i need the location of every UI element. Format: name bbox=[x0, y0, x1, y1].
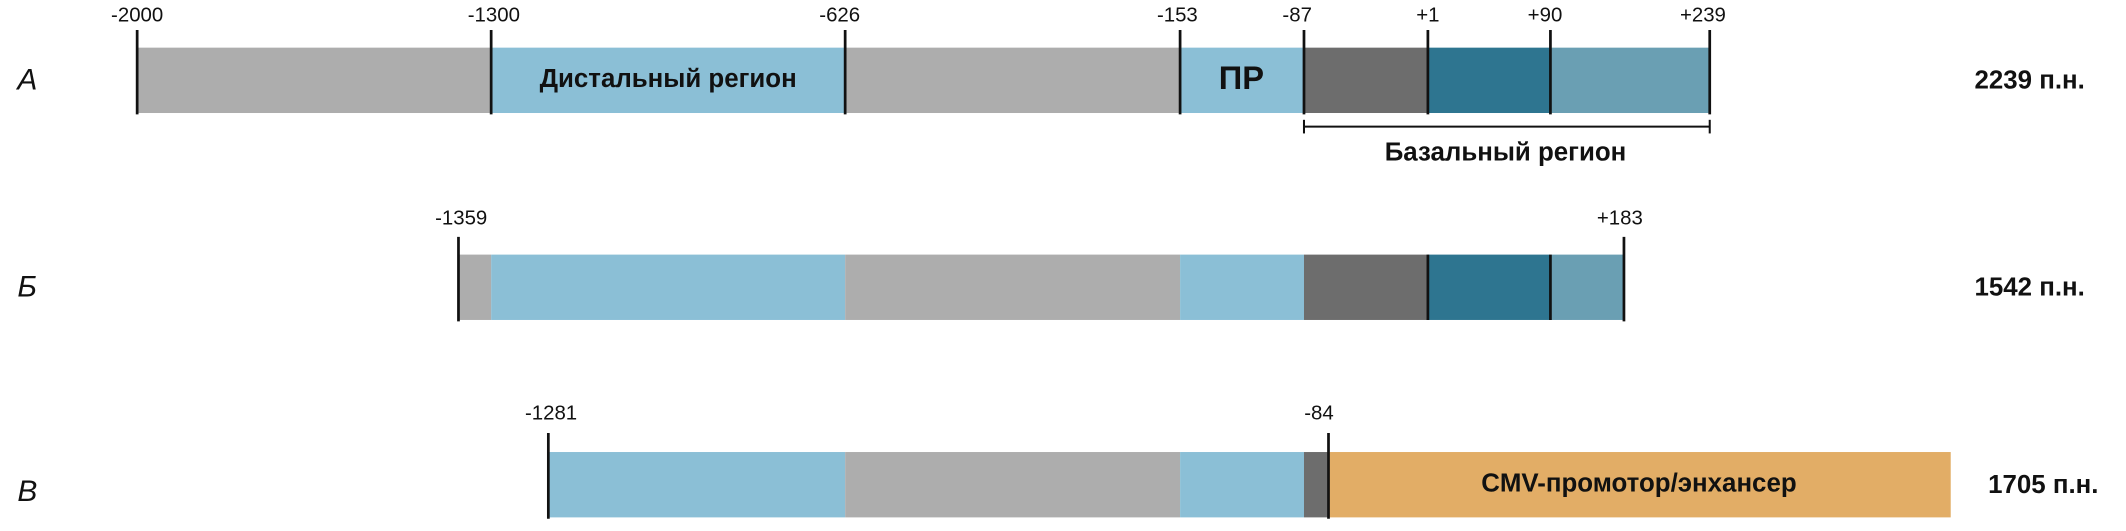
tick-label: -1359 bbox=[435, 208, 487, 230]
region-label: Дистальный регион bbox=[540, 65, 797, 93]
segment bbox=[1303, 47, 1428, 114]
row-label: Б bbox=[17, 271, 37, 304]
segment bbox=[1303, 254, 1428, 320]
segment bbox=[1427, 254, 1551, 320]
tick-label: -626 bbox=[819, 5, 860, 27]
size-label: 1542 п.н. bbox=[1975, 273, 2085, 301]
region-label: CMV-промотор/энхансер bbox=[1481, 470, 1796, 498]
tick-label: +90 bbox=[1528, 5, 1563, 27]
tick-label: -84 bbox=[1304, 402, 1334, 424]
segment bbox=[458, 254, 492, 320]
tick-label: +183 bbox=[1597, 208, 1643, 230]
segment bbox=[1427, 47, 1551, 114]
row-a: А -2000 -1300 -626 -153 -87 +1 +90 +239 … bbox=[15, 5, 2085, 167]
size-label: 2239 п.н. bbox=[1975, 67, 2085, 95]
row-label: А bbox=[15, 64, 37, 97]
tick-label: -1281 bbox=[525, 402, 577, 424]
bracket-label: Базальный регион bbox=[1385, 139, 1627, 167]
segment bbox=[1180, 452, 1304, 518]
tick-label: -2000 bbox=[111, 5, 163, 27]
region-label: ПР bbox=[1219, 59, 1264, 96]
segment bbox=[1550, 254, 1624, 320]
row-label: В bbox=[17, 475, 37, 508]
row-b: Б -1359 +183 1542 п.н. bbox=[17, 208, 2085, 322]
segment bbox=[548, 452, 846, 518]
segment bbox=[845, 254, 1181, 320]
segment bbox=[845, 47, 1181, 114]
segment bbox=[1328, 452, 1951, 518]
segment bbox=[1550, 47, 1710, 114]
size-label: 1705 п.н. bbox=[1988, 471, 2098, 499]
segment bbox=[845, 452, 1181, 518]
segment bbox=[1303, 452, 1329, 518]
tick-label: +1 bbox=[1416, 5, 1439, 27]
segment bbox=[1180, 254, 1304, 320]
segment bbox=[491, 254, 846, 320]
tick-label: +239 bbox=[1680, 5, 1726, 27]
segment bbox=[1180, 47, 1304, 114]
row-c: В -1281 -84 CMV-промотор/энхансер 1705 п… bbox=[17, 402, 2098, 519]
tick-label: -1300 bbox=[468, 5, 520, 27]
tick-label: -87 bbox=[1282, 5, 1312, 27]
segment bbox=[491, 47, 846, 114]
tick-label: -153 bbox=[1157, 5, 1198, 27]
segment bbox=[137, 47, 492, 114]
